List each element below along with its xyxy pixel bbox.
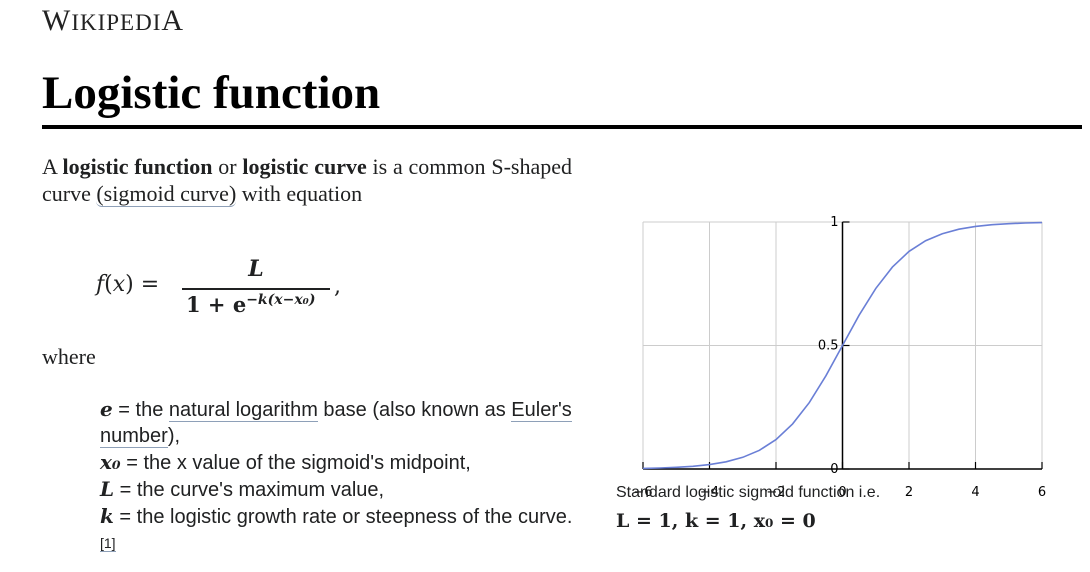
- x-tick-label: 6: [1038, 485, 1046, 500]
- symbol-k: k: [100, 504, 114, 528]
- definition-text: = the: [112, 399, 169, 421]
- denominator-exponent: −k(x−x₀): [246, 292, 316, 308]
- symbol-L: L: [100, 477, 115, 501]
- definition-L: L = the curve's maximum value,: [100, 476, 580, 503]
- definition-x0: x₀ = the x value of the sigmoid's midpoi…: [100, 449, 580, 476]
- sigmoid-curve-link[interactable]: (sigmoid curve): [96, 181, 237, 207]
- symbol-x0: x₀: [100, 450, 121, 474]
- definition-e: e = the natural logarithm base (also kno…: [100, 396, 580, 449]
- eulers-number-link[interactable]: Euler's number: [100, 399, 572, 448]
- denominator-base: 1 + e: [186, 292, 247, 317]
- y-tick-label: 0: [830, 462, 838, 477]
- term-logistic-curve: logistic curve: [242, 154, 367, 179]
- formula-comma: ,: [334, 274, 341, 299]
- logistic-formula: f(x) = L 1 + e−k(x−x₀) ,: [96, 256, 356, 326]
- symbol-e: e: [100, 397, 113, 421]
- reference-1-link[interactable]: [1]: [100, 535, 116, 552]
- wordmark-initial: W: [42, 4, 72, 37]
- intro-text-3: is a common S-shaped curve: [42, 154, 572, 206]
- formula-denominator: 1 + e−k(x−x₀): [186, 292, 315, 317]
- definitions-list: e = the natural logarithm base (also kno…: [100, 396, 580, 563]
- intro-text-2: or: [212, 154, 243, 179]
- wordmark-final: A: [161, 4, 185, 37]
- definition-text: = the curve's maximum value,: [114, 479, 385, 501]
- definition-text: ),: [167, 425, 181, 447]
- sigmoid-chart: −6 −4 −2 0 2 4 6 0 0.5 1: [633, 215, 1046, 500]
- definition-text: = the x value of the sigmoid's midpoint,: [120, 452, 471, 474]
- definition-text: base (also known as: [317, 399, 512, 421]
- x-tick-label: 0: [838, 485, 846, 500]
- x-tick-label: −4: [700, 485, 719, 500]
- natural-logarithm-link[interactable]: natural logarithm: [168, 399, 318, 422]
- y-tick-label: 1: [830, 215, 838, 230]
- wordmark-middle: IKIPEDI: [71, 10, 162, 35]
- x-tick-label: 4: [971, 485, 979, 500]
- intro-text-1: A: [42, 154, 63, 179]
- title-underline: [42, 125, 1082, 129]
- figure-caption-math: L = 1, k = 1, x₀ = 0: [616, 510, 816, 532]
- x-tick-label: −6: [633, 485, 652, 500]
- definition-k: k = the logistic growth rate or steepnes…: [100, 503, 580, 563]
- page-title: Logistic function: [42, 67, 381, 119]
- intro-paragraph: A logistic function or logistic curve is…: [42, 153, 572, 207]
- formula-fraction: L 1 + e−k(x−x₀): [182, 256, 330, 326]
- formula-lhs: f(x) =: [96, 272, 160, 297]
- sigmoid-curve: [642, 221, 1043, 470]
- fraction-bar: [182, 288, 330, 290]
- x-tick-label: −2: [766, 485, 785, 500]
- definition-text: = the logistic growth rate or steepness …: [113, 506, 573, 528]
- x-tick-label: 2: [905, 485, 913, 500]
- formula-numerator: L: [248, 256, 264, 282]
- y-tick-label: 0.5: [818, 339, 839, 354]
- intro-text-4: with equation: [236, 181, 363, 206]
- term-logistic-function: logistic function: [62, 154, 213, 179]
- wikipedia-wordmark[interactable]: WIKIPEDIA: [42, 4, 184, 38]
- where-text: where: [42, 344, 96, 369]
- figure-caption: Standard logistic sigmoid function i.e.: [616, 484, 881, 501]
